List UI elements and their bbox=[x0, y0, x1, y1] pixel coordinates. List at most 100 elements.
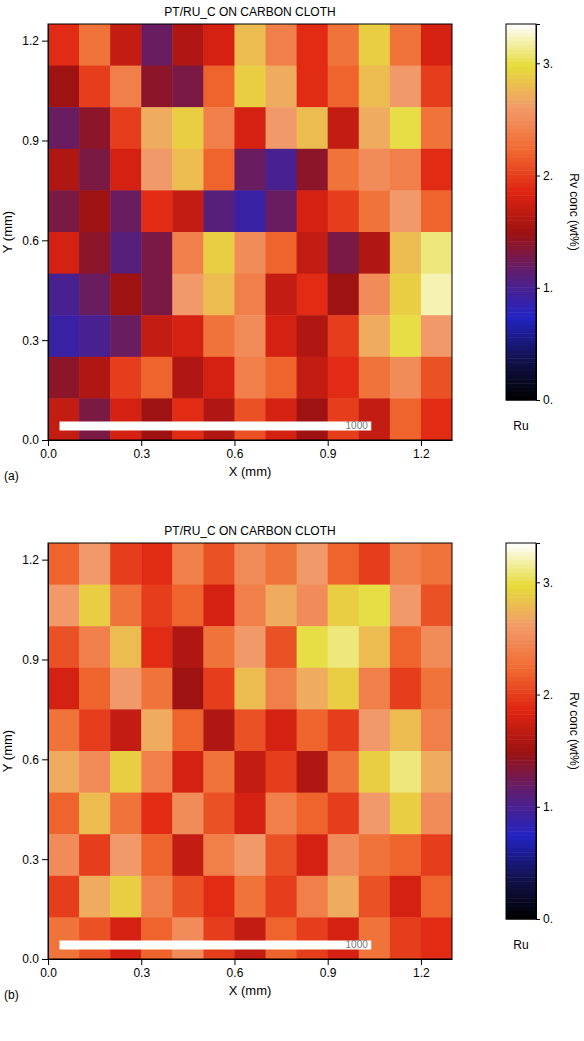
colorbar-swatch bbox=[506, 585, 536, 590]
tick-label: 2. bbox=[543, 688, 553, 702]
colorbar-swatch bbox=[506, 279, 536, 284]
cell bbox=[141, 917, 173, 959]
tick-label: 1. bbox=[543, 800, 553, 814]
colorbar-swatch bbox=[506, 890, 536, 895]
tick-label: 0.0 bbox=[22, 952, 39, 966]
tick-mark bbox=[42, 240, 48, 241]
cell bbox=[203, 66, 235, 108]
cell bbox=[234, 149, 266, 191]
cell bbox=[266, 917, 298, 959]
cell bbox=[234, 709, 266, 751]
cell bbox=[297, 751, 329, 793]
tick-mark bbox=[234, 440, 235, 446]
cell bbox=[110, 751, 142, 793]
cell bbox=[203, 709, 235, 751]
colorbar-swatch bbox=[506, 199, 536, 204]
cell bbox=[390, 398, 422, 440]
colorbar-swatch bbox=[506, 45, 536, 50]
cell bbox=[48, 190, 80, 232]
cell bbox=[172, 793, 204, 835]
tick-label: 1.2 bbox=[413, 447, 430, 461]
cell bbox=[110, 876, 142, 918]
cell bbox=[421, 709, 452, 751]
colorbar-swatch bbox=[506, 37, 536, 42]
cell bbox=[266, 107, 298, 149]
colorbar-swatch bbox=[506, 560, 536, 565]
tick: 0.3 bbox=[133, 440, 150, 461]
plot-frame bbox=[48, 543, 452, 959]
cell bbox=[110, 274, 142, 316]
colorbar-swatch bbox=[506, 216, 536, 221]
tick-label: 0.3 bbox=[22, 334, 39, 348]
colorbar-swatch bbox=[506, 781, 536, 786]
colorbar-swatch bbox=[506, 270, 536, 275]
cell bbox=[234, 543, 266, 585]
cell bbox=[141, 709, 173, 751]
colorbar-swatch bbox=[506, 744, 536, 749]
tick: 0.3 bbox=[133, 959, 150, 980]
y-axis-title: Y (mm) bbox=[0, 730, 15, 772]
cell bbox=[328, 709, 360, 751]
cell bbox=[79, 149, 111, 191]
colorbar-swatch bbox=[506, 873, 536, 878]
cell bbox=[79, 709, 111, 751]
colorbar-frame bbox=[506, 543, 536, 919]
colorbar-swatch bbox=[506, 639, 536, 644]
tick: 1.2 bbox=[413, 959, 430, 980]
cell bbox=[110, 626, 142, 668]
tick-label: 1.2 bbox=[413, 966, 430, 980]
cell bbox=[141, 357, 173, 399]
cell bbox=[328, 232, 360, 274]
tick-label: 1.2 bbox=[22, 553, 39, 567]
cell bbox=[79, 668, 111, 710]
tick: 1.2 bbox=[22, 34, 48, 48]
cell bbox=[234, 107, 266, 149]
colorbar-swatch bbox=[506, 627, 536, 632]
cell bbox=[266, 274, 298, 316]
cell bbox=[328, 585, 360, 627]
colorbar-swatch bbox=[506, 362, 536, 367]
cell bbox=[390, 357, 422, 399]
colorbar-swatch bbox=[506, 133, 536, 138]
cell bbox=[266, 709, 298, 751]
colorbar-swatch bbox=[506, 57, 536, 62]
cell bbox=[203, 315, 235, 357]
tick: 0. bbox=[536, 912, 553, 926]
cell bbox=[359, 709, 391, 751]
cell bbox=[203, 543, 235, 585]
cell bbox=[359, 190, 391, 232]
cell bbox=[48, 274, 80, 316]
cell bbox=[110, 190, 142, 232]
tick-mark bbox=[42, 859, 48, 860]
colorbar-swatch bbox=[506, 321, 536, 326]
cell bbox=[48, 24, 80, 66]
colorbar-swatch bbox=[506, 333, 536, 338]
tick-mark bbox=[328, 959, 329, 965]
colorbar-swatch bbox=[506, 387, 536, 392]
colorbar-swatch bbox=[506, 329, 536, 334]
cell bbox=[328, 543, 360, 585]
tick-label: 3. bbox=[543, 576, 553, 590]
colorbar-swatch bbox=[506, 225, 536, 230]
cell bbox=[297, 107, 329, 149]
cell bbox=[421, 398, 452, 440]
tick-mark bbox=[42, 560, 48, 561]
colorbar-swatch bbox=[506, 112, 536, 117]
tick-mark bbox=[536, 695, 540, 696]
cell bbox=[421, 876, 452, 918]
colorbar-swatch bbox=[506, 154, 536, 159]
colorbar-swatch bbox=[506, 881, 536, 886]
cell bbox=[390, 315, 422, 357]
colorbar-swatch bbox=[506, 581, 536, 586]
tick-label: 0.6 bbox=[227, 966, 244, 980]
colorbar-swatch bbox=[506, 643, 536, 648]
panel: 10000.00.30.60.91.20.00.30.60.91.2PT/RU_… bbox=[0, 5, 581, 483]
cell bbox=[48, 626, 80, 668]
cell bbox=[110, 917, 142, 959]
cell bbox=[172, 357, 204, 399]
cell bbox=[172, 668, 204, 710]
colorbar-swatch bbox=[506, 714, 536, 719]
cell bbox=[110, 543, 142, 585]
colorbar-swatch bbox=[506, 53, 536, 58]
colorbar-swatch bbox=[506, 124, 536, 129]
